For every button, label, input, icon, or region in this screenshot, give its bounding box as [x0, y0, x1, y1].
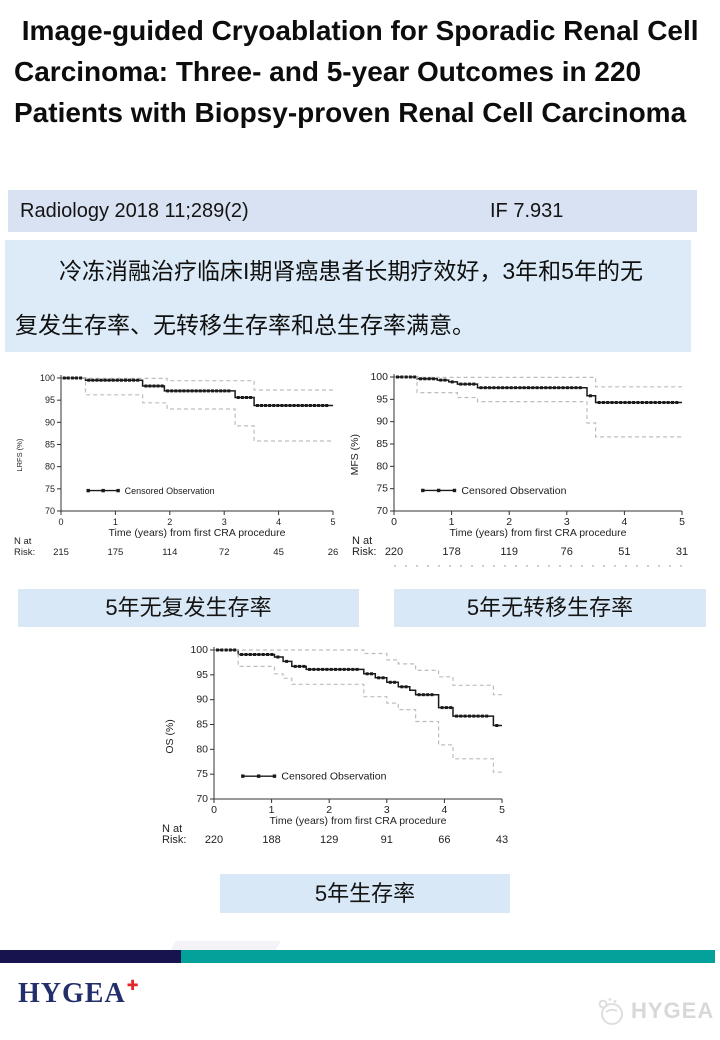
- impact-factor: IF 7.931: [490, 200, 564, 222]
- label-overall-survival: 5年生存率: [220, 874, 510, 913]
- svg-text:4: 4: [441, 804, 447, 816]
- svg-text:1: 1: [113, 517, 118, 527]
- svg-text:MFS (%): MFS (%): [349, 434, 361, 475]
- svg-text:75: 75: [45, 484, 55, 494]
- svg-text:119: 119: [500, 546, 518, 558]
- svg-text:51: 51: [618, 546, 630, 558]
- svg-text:129: 129: [320, 834, 338, 846]
- svg-text:2: 2: [326, 804, 332, 816]
- svg-text:3: 3: [564, 516, 570, 528]
- svg-text:Risk:: Risk:: [352, 546, 376, 558]
- svg-text:4: 4: [621, 516, 627, 528]
- svg-text:1: 1: [269, 804, 275, 816]
- page-title: Image-guided Cryoablation for Sporadic R…: [14, 15, 707, 128]
- svg-text:Censored Observation: Censored Observation: [281, 771, 386, 783]
- svg-text:5: 5: [679, 516, 685, 528]
- summary-line-1: 冷冻消融治疗临床I期肾癌患者长期疗效好，3年和5年的无: [59, 258, 643, 284]
- svg-text:Time (years) from first CRA pr: Time (years) from first CRA procedure: [109, 527, 286, 539]
- svg-text:215: 215: [53, 547, 69, 558]
- svg-text:Censored Observation: Censored Observation: [125, 486, 215, 496]
- footer-bar-teal: [181, 950, 715, 963]
- summary-box: 冷冻消融治疗临床I期肾癌患者长期疗效好，3年和5年的无 复发生存率、无转移生存率…: [5, 240, 691, 352]
- hygea-watermark-text: HYGEA: [631, 998, 715, 1023]
- svg-text:43: 43: [496, 834, 508, 846]
- svg-text:Risk:: Risk:: [14, 547, 35, 558]
- svg-text:80: 80: [376, 460, 388, 472]
- footer-bar-navy: [0, 950, 181, 963]
- svg-text:100: 100: [190, 644, 208, 656]
- svg-text:31: 31: [676, 546, 688, 558]
- svg-text:45: 45: [273, 547, 284, 558]
- svg-text:175: 175: [107, 547, 123, 558]
- svg-text:LRFS (%): LRFS (%): [15, 438, 24, 471]
- svg-text:Risk:: Risk:: [162, 834, 186, 846]
- svg-text:95: 95: [45, 395, 55, 405]
- journal-citation: Radiology 2018 11;289(2): [20, 200, 249, 222]
- hygea-logo: HYGEA✚: [18, 978, 138, 1010]
- os-km-chart: 70 75 80 85 90 95 100 0 1 2 3 4 5 OS (%) Time (years) …: [160, 640, 556, 850]
- svg-text:91: 91: [381, 834, 393, 846]
- svg-text:Time (years) from first CRA pr: Time (years) from first CRA procedure: [270, 815, 447, 827]
- svg-text:2: 2: [167, 517, 172, 527]
- svg-text:220: 220: [205, 834, 223, 846]
- svg-text:26: 26: [328, 547, 339, 558]
- svg-text:85: 85: [196, 719, 208, 731]
- svg-text:85: 85: [45, 440, 55, 450]
- svg-text:85: 85: [376, 438, 388, 450]
- svg-text:70: 70: [45, 506, 55, 516]
- journal-banner: Radiology 2018 11;289(2) IF 7.931: [8, 190, 697, 232]
- red-cross-icon: ✚: [126, 978, 140, 994]
- hygea-watermark: HYGEA: [596, 995, 714, 1027]
- svg-text:Censored Observation: Censored Observation: [461, 485, 566, 497]
- svg-text:76: 76: [561, 546, 573, 558]
- summary-line-2: 复发生存率、无转移生存率和总生存率满意。: [15, 312, 475, 338]
- svg-text:3: 3: [222, 517, 227, 527]
- svg-text:N at: N at: [14, 536, 32, 547]
- svg-text:5: 5: [330, 517, 335, 527]
- hygea-watermark-globe-icon: [598, 998, 623, 1025]
- svg-text:4: 4: [276, 517, 281, 527]
- svg-text:100: 100: [40, 373, 55, 383]
- svg-text:188: 188: [262, 834, 280, 846]
- svg-text:90: 90: [45, 417, 55, 427]
- svg-text:3: 3: [384, 804, 390, 816]
- svg-text:90: 90: [376, 416, 388, 428]
- svg-text:2: 2: [506, 516, 512, 528]
- label-recurrence-free-survival: 5年无复发生存率: [18, 589, 359, 627]
- svg-text:72: 72: [219, 547, 230, 558]
- svg-text:95: 95: [376, 393, 388, 405]
- svg-text:5: 5: [499, 804, 505, 816]
- svg-text:75: 75: [376, 483, 388, 495]
- svg-text:70: 70: [196, 793, 208, 805]
- svg-text:0: 0: [58, 517, 63, 527]
- svg-text:95: 95: [196, 669, 208, 681]
- svg-text:66: 66: [438, 834, 450, 846]
- lrfs-km-chart: 70 75 80 85 90 95 100 0 1 2 3 4 5 LRFS (%) Time (years…: [12, 363, 364, 563]
- svg-text:1: 1: [449, 516, 455, 528]
- svg-text:220: 220: [385, 546, 403, 558]
- svg-text:100: 100: [370, 371, 388, 383]
- hygea-logo-text: HYGEA: [18, 978, 126, 1009]
- svg-text:0: 0: [211, 804, 217, 816]
- svg-text:114: 114: [162, 547, 177, 558]
- svg-text:178: 178: [442, 546, 460, 558]
- svg-text:75: 75: [196, 768, 208, 780]
- svg-text:0: 0: [391, 516, 397, 528]
- svg-text:OS (%): OS (%): [164, 719, 176, 753]
- svg-text:N at: N at: [352, 535, 372, 547]
- label-metastasis-free-survival: 5年无转移生存率: [394, 589, 706, 627]
- svg-text:Time (years) from first CRA pr: Time (years) from first CRA procedure: [450, 527, 627, 539]
- svg-text:70: 70: [376, 505, 388, 517]
- svg-text:90: 90: [196, 694, 208, 706]
- svg-text:80: 80: [196, 743, 208, 755]
- svg-text:N at: N at: [162, 823, 182, 835]
- svg-text:80: 80: [45, 462, 55, 472]
- mfs-km-chart: 70 75 80 85 90 95 100 0 1 2 3 4 5 MFS (%) Time (years)…: [349, 363, 718, 569]
